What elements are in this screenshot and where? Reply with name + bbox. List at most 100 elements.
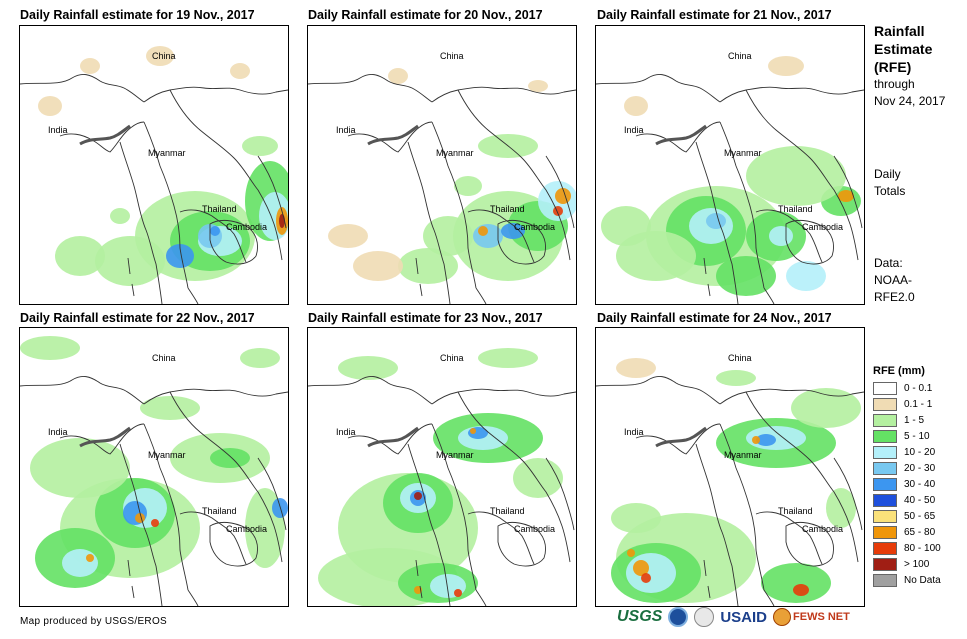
rainfall-layer <box>611 358 861 603</box>
legend-label: 65 - 80 <box>904 526 936 538</box>
rain-cell <box>641 573 651 583</box>
border-line <box>763 287 775 304</box>
border-line <box>20 74 145 103</box>
country-label-cambodia: Cambodia <box>514 524 555 534</box>
border-line <box>545 155 575 229</box>
rain-cell <box>423 216 473 256</box>
country-label-china: China <box>152 51 176 61</box>
border-line <box>755 209 823 263</box>
border-line <box>545 457 575 531</box>
side-data-label: Data: <box>874 256 903 270</box>
country-label-thailand: Thailand <box>202 506 237 516</box>
rainfall-layer <box>318 348 563 606</box>
rain-cell <box>230 63 250 79</box>
border-line <box>119 443 163 606</box>
legend-swatch <box>873 493 897 507</box>
rain-cell <box>470 428 476 434</box>
side-source-2: RFE2.0 <box>874 290 915 304</box>
rainfall-layer <box>38 46 288 286</box>
border-line <box>695 141 739 304</box>
rain-cell <box>62 549 98 577</box>
country-label-myanmar: Myanmar <box>148 450 186 460</box>
legend-label: > 100 <box>904 558 930 570</box>
rain-cell <box>616 358 656 378</box>
coastline <box>655 426 707 448</box>
coastline <box>79 426 131 448</box>
border-line <box>431 388 576 405</box>
rain-cell <box>478 348 538 368</box>
country-label-thailand: Thailand <box>778 506 813 516</box>
rainfall-map-20nov: China India Myanmar Thailand Cambodia <box>307 25 577 305</box>
logo-strip: USGS USAID FEWS NET <box>617 607 850 627</box>
border-line <box>755 511 823 565</box>
border-line <box>635 423 721 455</box>
coastline <box>367 124 419 146</box>
country-label-india: India <box>48 125 68 135</box>
rainfall-map-24nov: China India Myanmar Thailand Cambodia <box>595 327 865 607</box>
legend-item: 80 - 100 <box>873 540 941 556</box>
legend-item: No Data <box>873 572 941 588</box>
side-date: Nov 24, 2017 <box>874 94 946 108</box>
border-line <box>695 443 739 606</box>
border-line <box>785 521 834 567</box>
rain-cell <box>151 519 159 527</box>
border-line <box>119 141 163 304</box>
legend-label: 0 - 0.1 <box>904 382 933 394</box>
coastline <box>79 124 131 146</box>
usaid-logo: USAID <box>720 608 768 626</box>
country-label-india: India <box>624 125 644 135</box>
border-line <box>467 209 535 263</box>
fews-net-text: FEWS NET <box>793 611 850 623</box>
country-borders <box>20 74 288 304</box>
rainfall-map-22nov: China India Myanmar Thailand Cambodia <box>19 327 289 607</box>
rain-cell <box>242 136 278 156</box>
rain-cell <box>398 248 458 284</box>
rain-cell <box>30 438 130 498</box>
border-line <box>745 89 859 261</box>
border-line <box>719 423 765 591</box>
border-line <box>407 443 451 606</box>
side-source: Data: NOAA- RFE2.0 <box>874 255 915 306</box>
border-line <box>143 423 189 591</box>
rain-cell <box>55 236 105 276</box>
rain-cell <box>716 370 756 386</box>
country-label-thailand: Thailand <box>490 506 525 516</box>
rainfall-layer <box>328 68 576 284</box>
fews-globe-icon <box>773 608 792 626</box>
fews-net-logo: FEWS NET <box>773 608 850 626</box>
legend-swatch <box>873 525 897 539</box>
border-line <box>745 391 859 563</box>
panel-title-21nov: Daily Rainfall estimate for 21 Nov., 201… <box>597 8 832 22</box>
border-line <box>457 89 571 261</box>
rain-cell <box>826 488 856 528</box>
rain-cell <box>716 256 776 296</box>
rain-cell <box>473 224 503 248</box>
legend-label: 20 - 30 <box>904 462 936 474</box>
border-line <box>596 74 721 103</box>
rain-cell <box>146 46 174 66</box>
border-line <box>209 219 258 265</box>
panel-title-19nov: Daily Rainfall estimate for 19 Nov., 201… <box>20 8 255 22</box>
country-label-cambodia: Cambodia <box>802 222 843 232</box>
legend-label: 30 - 40 <box>904 478 936 490</box>
legend-label: 40 - 50 <box>904 494 936 506</box>
rain-cell <box>240 348 280 368</box>
country-label-thailand: Thailand <box>778 204 813 214</box>
legend-item: 0 - 0.1 <box>873 380 941 396</box>
rain-cell <box>838 190 854 202</box>
country-label-myanmar: Myanmar <box>436 450 474 460</box>
country-label-cambodia: Cambodia <box>226 524 267 534</box>
border-line <box>169 391 283 563</box>
border-line <box>497 219 546 265</box>
rain-cell <box>752 436 760 444</box>
border-line <box>347 121 433 153</box>
rain-cell <box>746 146 846 206</box>
legend-swatch <box>873 509 897 523</box>
border-line <box>59 423 145 455</box>
rainfall-map-21nov: China India Myanmar Thailand Cambodia <box>595 25 865 305</box>
country-label-cambodia: Cambodia <box>514 222 555 232</box>
noaa-logo-icon <box>668 607 689 627</box>
rain-cell <box>38 96 62 116</box>
legend-title: RFE (mm) <box>873 365 925 377</box>
rain-cell <box>624 96 648 116</box>
